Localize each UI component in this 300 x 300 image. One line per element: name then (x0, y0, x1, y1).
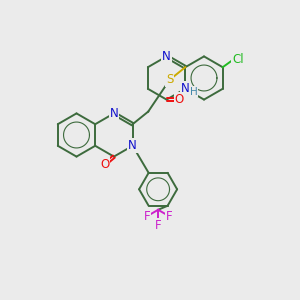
Text: F: F (143, 210, 150, 223)
Text: N: N (162, 50, 171, 63)
Text: F: F (166, 210, 173, 223)
Text: N: N (128, 139, 137, 152)
Text: H: H (190, 87, 197, 97)
Text: N: N (181, 82, 190, 95)
Text: O: O (100, 158, 110, 171)
Text: F: F (155, 219, 161, 232)
Text: N: N (110, 107, 118, 120)
Text: S: S (166, 73, 173, 86)
Text: O: O (175, 93, 184, 106)
Text: Cl: Cl (232, 53, 244, 66)
